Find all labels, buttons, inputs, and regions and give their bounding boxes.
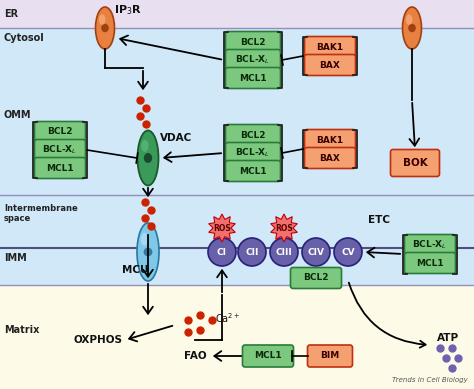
- FancyBboxPatch shape: [391, 149, 439, 177]
- Text: MCU: MCU: [122, 265, 148, 275]
- Bar: [0, 285, 474, 389]
- Text: Matrix: Matrix: [4, 325, 39, 335]
- Bar: [0, 28, 474, 195]
- Text: BAK1: BAK1: [317, 135, 344, 144]
- FancyBboxPatch shape: [226, 68, 281, 89]
- Ellipse shape: [141, 233, 148, 245]
- Text: MCL1: MCL1: [416, 259, 444, 268]
- Text: MCL1: MCL1: [239, 74, 267, 82]
- Bar: [0, 0, 474, 28]
- FancyBboxPatch shape: [226, 142, 281, 163]
- Ellipse shape: [144, 248, 153, 256]
- Text: CIII: CIII: [275, 247, 292, 256]
- FancyBboxPatch shape: [304, 147, 356, 168]
- Text: ETC: ETC: [368, 215, 390, 225]
- FancyBboxPatch shape: [35, 158, 85, 179]
- Bar: [0, 195, 474, 285]
- FancyBboxPatch shape: [35, 121, 85, 142]
- Ellipse shape: [101, 24, 109, 32]
- Text: ROS: ROS: [213, 224, 231, 233]
- Text: BAK1: BAK1: [317, 42, 344, 51]
- Text: BCL-X$_L$: BCL-X$_L$: [43, 144, 78, 156]
- Text: VDAC: VDAC: [160, 133, 192, 143]
- FancyBboxPatch shape: [243, 345, 293, 367]
- FancyBboxPatch shape: [304, 130, 356, 151]
- Ellipse shape: [270, 238, 298, 266]
- Ellipse shape: [99, 14, 106, 25]
- Ellipse shape: [408, 24, 416, 32]
- Text: ER: ER: [4, 9, 18, 19]
- Text: CI: CI: [217, 247, 227, 256]
- Text: BAX: BAX: [319, 61, 340, 70]
- Ellipse shape: [144, 153, 152, 163]
- Text: BCL-X$_L$: BCL-X$_L$: [236, 147, 271, 159]
- Ellipse shape: [238, 238, 266, 266]
- Ellipse shape: [141, 140, 148, 152]
- Text: CV: CV: [341, 247, 355, 256]
- Ellipse shape: [95, 7, 115, 49]
- Text: IP$_3$R: IP$_3$R: [114, 3, 142, 17]
- Text: MCL1: MCL1: [239, 166, 267, 175]
- Text: IMM: IMM: [4, 253, 27, 263]
- Ellipse shape: [137, 130, 158, 186]
- Text: BAX: BAX: [319, 154, 340, 163]
- FancyBboxPatch shape: [404, 252, 456, 273]
- Text: ATP: ATP: [437, 333, 459, 343]
- Text: BOK: BOK: [402, 158, 428, 168]
- Text: OMM: OMM: [4, 110, 31, 120]
- FancyBboxPatch shape: [226, 49, 281, 70]
- Text: BIM: BIM: [320, 352, 340, 361]
- Text: Cytosol: Cytosol: [4, 33, 45, 43]
- Text: space: space: [4, 214, 31, 223]
- Ellipse shape: [406, 14, 412, 25]
- Text: BCL2: BCL2: [240, 130, 266, 140]
- Text: BCL2: BCL2: [240, 37, 266, 47]
- FancyBboxPatch shape: [304, 54, 356, 75]
- Text: CIV: CIV: [308, 247, 325, 256]
- Text: MCL1: MCL1: [46, 163, 74, 172]
- Ellipse shape: [334, 238, 362, 266]
- FancyBboxPatch shape: [308, 345, 353, 367]
- FancyBboxPatch shape: [35, 140, 85, 161]
- Ellipse shape: [137, 223, 159, 281]
- Text: MCL1: MCL1: [254, 352, 282, 361]
- Polygon shape: [271, 214, 297, 242]
- Text: BCL2: BCL2: [47, 128, 73, 137]
- Text: FAO: FAO: [184, 351, 206, 361]
- FancyBboxPatch shape: [226, 32, 281, 53]
- Text: Intermembrane: Intermembrane: [4, 203, 78, 212]
- Text: BCL-X$_L$: BCL-X$_L$: [236, 54, 271, 66]
- FancyBboxPatch shape: [226, 161, 281, 182]
- FancyBboxPatch shape: [404, 235, 456, 256]
- Ellipse shape: [302, 238, 330, 266]
- FancyBboxPatch shape: [226, 124, 281, 145]
- Text: ROS: ROS: [275, 224, 293, 233]
- Text: BCL2: BCL2: [303, 273, 329, 282]
- Text: Ca$^{2+}$: Ca$^{2+}$: [215, 311, 240, 325]
- FancyBboxPatch shape: [291, 268, 341, 289]
- Ellipse shape: [402, 7, 421, 49]
- Ellipse shape: [208, 238, 236, 266]
- Text: CII: CII: [246, 247, 259, 256]
- Text: BCL-X$_L$: BCL-X$_L$: [412, 239, 447, 251]
- Text: Trends in Cell Biology: Trends in Cell Biology: [392, 377, 468, 383]
- Polygon shape: [209, 214, 235, 242]
- Text: OXPHOS: OXPHOS: [73, 335, 122, 345]
- FancyBboxPatch shape: [304, 37, 356, 58]
